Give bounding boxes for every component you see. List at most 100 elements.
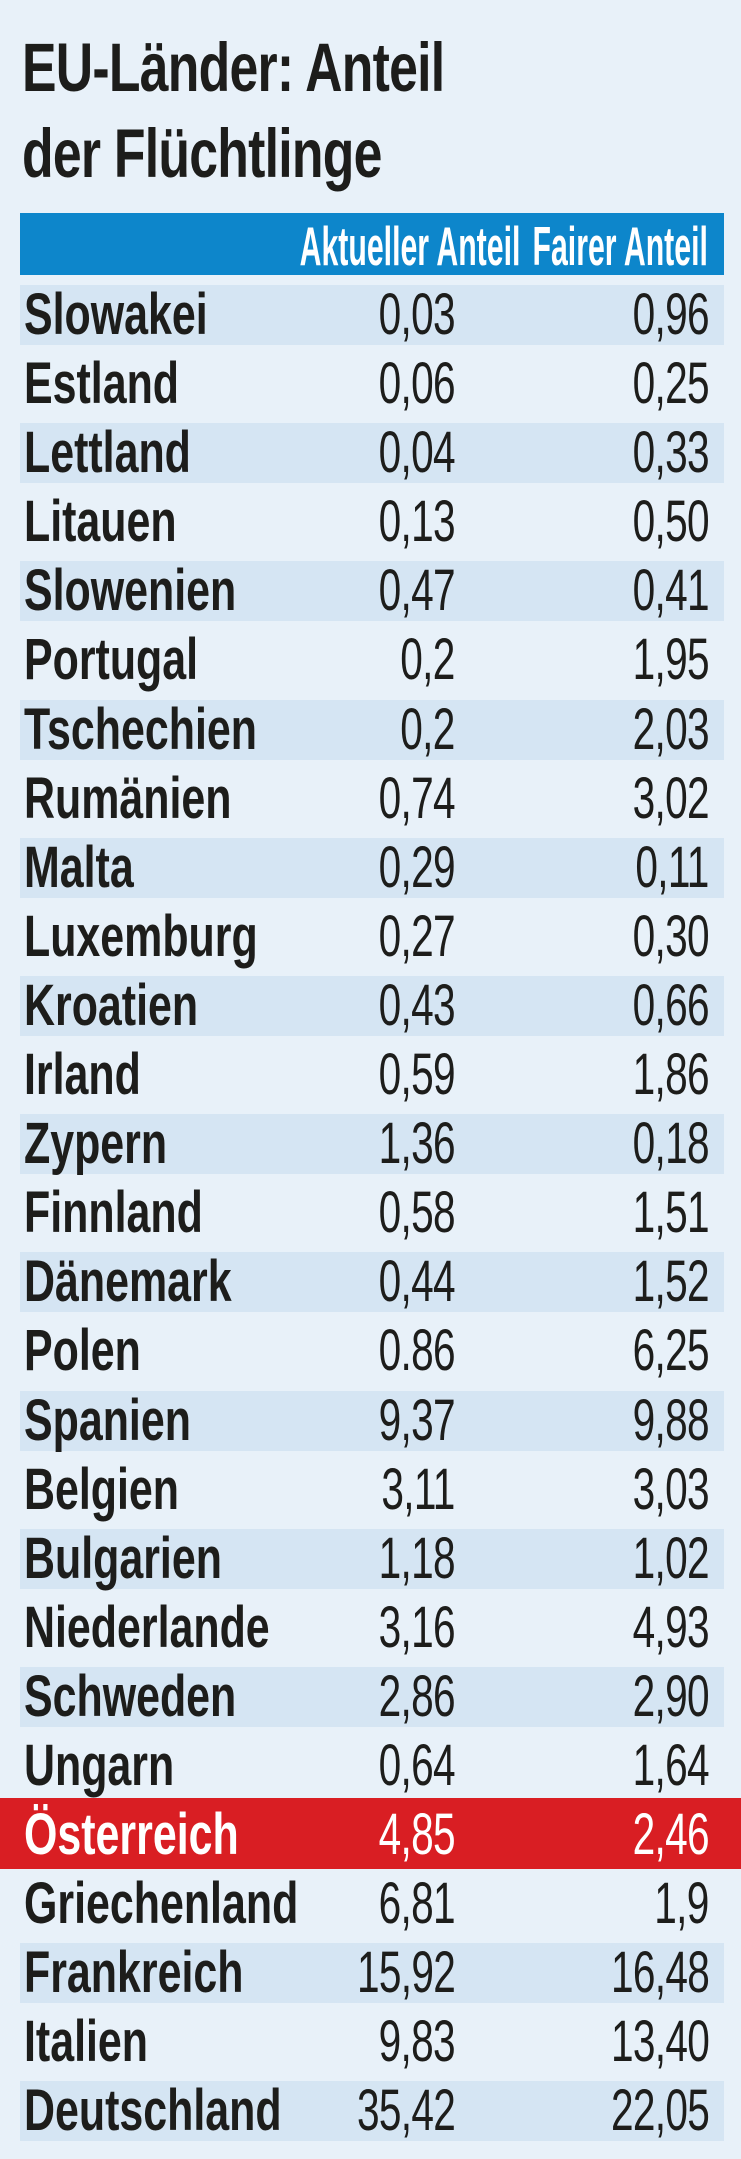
aktueller-anteil-value: 0,06 (378, 351, 456, 417)
table-row: Irland 0,59 1,86 (0, 1045, 741, 1114)
fairer-anteil-value: 0,96 (632, 282, 710, 347)
country-label: Kroatien (24, 972, 199, 1038)
table-row: Estland 0,06 0,25 (0, 354, 741, 423)
aktueller-anteil-value: 0,27 (378, 903, 456, 969)
aktueller-anteil-value: 35,42 (356, 2078, 456, 2144)
aktueller-anteil-value: 9,37 (378, 1387, 456, 1453)
fairer-anteil-value: 0,25 (632, 351, 710, 417)
table-row: Griechenland 6,81 1,9 (0, 1874, 741, 1943)
aktueller-anteil-value: 0,74 (378, 765, 456, 831)
country-label: Slowakei (24, 282, 208, 347)
table-row: Slowenien 0,47 0,41 (0, 561, 741, 630)
table-row: Portugal 0,2 1,95 (0, 630, 741, 699)
country-label: Spanien (24, 1387, 191, 1453)
table-row: Luxemburg 0,27 0,30 (0, 903, 741, 976)
country-label: Litauen (24, 489, 177, 555)
fairer-anteil-value: 4,93 (632, 1594, 710, 1660)
country-label: Tschechien (24, 696, 257, 762)
fairer-anteil-value: 9,88 (632, 1387, 710, 1453)
table-row: Slowakei 0,03 0,96 (0, 285, 741, 354)
country-label: Deutschland (24, 2078, 282, 2144)
fairer-anteil-value: 1,9 (654, 1871, 710, 1937)
country-label: Estland (24, 351, 180, 417)
table-row: Kroatien 0,43 0,66 (0, 972, 741, 1045)
fairer-anteil-value: 0,66 (632, 972, 710, 1038)
country-label: Dänemark (24, 1249, 232, 1315)
table-row: Österreich 4,85 2,46 (0, 1798, 741, 1874)
country-label: Frankreich (24, 1940, 244, 2006)
fairer-anteil-value: 0,33 (632, 420, 710, 486)
aktueller-anteil-value: 0,2 (400, 696, 456, 762)
fairer-anteil-value: 0,18 (632, 1111, 710, 1177)
aktueller-anteil-value: 0.86 (378, 1318, 456, 1384)
table-row: Malta 0,29 0,11 (0, 834, 741, 907)
aktueller-anteil-value: 3,11 (381, 1456, 456, 1522)
fairer-anteil-value: 6,25 (632, 1318, 710, 1384)
country-label: Lettland (24, 420, 191, 486)
fairer-anteil-value: 2,03 (632, 696, 710, 762)
table-row: Tschechien 0,2 2,03 (0, 696, 741, 769)
fairer-anteil-value: 13,40 (610, 2009, 710, 2075)
table-body: Slowakei 0,03 0,96 Estland 0,06 0,25 Let… (0, 285, 741, 2151)
aktueller-anteil-value: 3,16 (378, 1594, 456, 1660)
aktueller-anteil-value: 0,03 (378, 282, 456, 347)
fairer-anteil-value: 3,02 (632, 765, 710, 831)
table-row: Spanien 9,37 9,88 (0, 1387, 741, 1460)
table-header: Aktueller Anteil Fairer Anteil (20, 213, 724, 277)
table-row: Finnland 0,58 1,51 (0, 1183, 741, 1252)
aktueller-anteil-value: 0,47 (378, 558, 456, 624)
table-row: Dänemark 0,44 1,52 (0, 1252, 741, 1321)
aktueller-anteil-value: 0,04 (378, 420, 456, 486)
aktueller-anteil-value: 6,81 (378, 1871, 456, 1937)
table-row: Polen 0.86 6,25 (0, 1321, 741, 1390)
country-label: Finnland (24, 1180, 203, 1246)
table-row: Frankreich 15,92 16,48 (0, 1943, 741, 2012)
country-label: Zypern (24, 1111, 168, 1177)
country-label: Bulgarien (24, 1525, 222, 1591)
page-title: EU-Länder: Anteil der Flüchtlinge (22, 25, 585, 197)
fairer-anteil-value: 0,30 (632, 903, 710, 969)
country-label: Malta (24, 834, 134, 900)
table-row: Schweden 2,86 2,90 (0, 1663, 741, 1736)
country-label: Ungarn (24, 1732, 175, 1798)
table-row: Niederlande 3,16 4,93 (0, 1594, 741, 1667)
table-row: Ungarn 0,64 1,64 (0, 1732, 741, 1805)
fairer-anteil-value: 1,51 (632, 1180, 710, 1246)
page-title-line-2: der Flüchtlinge (22, 115, 382, 192)
aktueller-anteil-value: 9,83 (378, 2009, 456, 2075)
fairer-anteil-value: 1,95 (632, 627, 710, 693)
aktueller-anteil-value: 0,58 (378, 1180, 456, 1246)
aktueller-anteil-value: 15,92 (356, 1940, 456, 2006)
table-row: Lettland 0,04 0,33 (0, 423, 741, 492)
column-header-aktueller-anteil: Aktueller Anteil (299, 215, 520, 277)
aktueller-anteil-value: 1,18 (378, 1525, 456, 1591)
aktueller-anteil-value: 0,29 (378, 834, 456, 900)
country-label: Polen (24, 1318, 141, 1384)
page-title-line-1: EU-Länder: Anteil (22, 29, 445, 106)
fairer-anteil-value: 1,86 (632, 1042, 710, 1108)
aktueller-anteil-value: 0,44 (378, 1249, 456, 1315)
aktueller-anteil-value: 4,85 (378, 1802, 456, 1868)
country-label: Niederlande (24, 1594, 270, 1660)
aktueller-anteil-value: 0,43 (378, 972, 456, 1038)
column-header-fairer-anteil: Fairer Anteil (532, 215, 708, 277)
fairer-anteil-value: 22,05 (610, 2078, 710, 2144)
aktueller-anteil-value: 0,2 (400, 627, 456, 693)
table-row: Belgien 3,11 3,03 (0, 1456, 741, 1529)
table-row: Rumänien 0,74 3,02 (0, 765, 741, 838)
fairer-anteil-value: 0,41 (632, 558, 710, 624)
country-label: Griechenland (24, 1871, 299, 1937)
fairer-anteil-value: 3,03 (632, 1456, 710, 1522)
country-label: Portugal (24, 627, 199, 693)
country-label: Italien (24, 2009, 149, 2075)
fairer-anteil-value: 0,50 (632, 489, 710, 555)
country-label: Luxemburg (24, 903, 258, 969)
aktueller-anteil-value: 2,86 (378, 1663, 456, 1729)
country-label: Rumänien (24, 765, 232, 831)
fairer-anteil-value: 1,52 (632, 1249, 710, 1315)
aktueller-anteil-value: 0,59 (378, 1042, 456, 1108)
fairer-anteil-value: 2,90 (632, 1663, 710, 1729)
country-label: Schweden (24, 1663, 237, 1729)
aktueller-anteil-value: 1,36 (378, 1111, 456, 1177)
fairer-anteil-value: 1,02 (632, 1525, 710, 1591)
